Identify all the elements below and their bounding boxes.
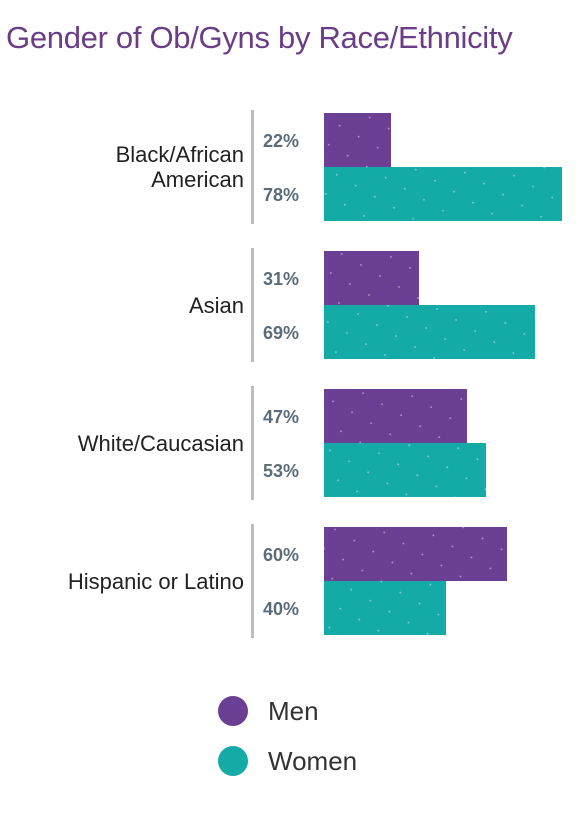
value-label-men-white-caucasian: 47% (263, 407, 299, 427)
category-label-white-caucasian: White/Caucasian (78, 431, 244, 456)
legend: Men Women (218, 686, 357, 786)
bar-texture-women-hispanic-or-latino (324, 581, 446, 635)
value-label-women-asian: 69% (263, 323, 299, 343)
chart-title: Gender of Ob/Gyns by Race/Ethnicity (6, 20, 513, 55)
category-label-black-african-american: Black/African American (116, 142, 244, 192)
bar-texture-women-black-african-american (324, 167, 562, 221)
legend-item-women: Women (218, 736, 357, 786)
legend-label-women: Women (268, 745, 358, 776)
category-label-hispanic-or-latino: Hispanic or Latino (68, 569, 244, 594)
value-label-women-black-african-american: 78% (263, 185, 299, 205)
bar-texture-men-white-caucasian (324, 389, 467, 443)
value-label-women-hispanic-or-latino: 40% (263, 599, 299, 619)
bar-texture-men-hispanic-or-latino (324, 527, 507, 581)
value-label-men-asian: 31% (263, 269, 299, 289)
women-swatch-icon (218, 746, 248, 776)
bar-texture-men-black-african-american (324, 113, 391, 167)
legend-label-men: Men (268, 695, 319, 726)
value-label-men-hispanic-or-latino: 60% (263, 545, 299, 565)
value-label-women-white-caucasian: 53% (263, 461, 299, 481)
bar-texture-men-asian (324, 251, 419, 305)
bar-chart: Black/African American 22% 78% Asian 31% 69% Wh… (68, 110, 562, 638)
category-label-asian: Asian (189, 293, 244, 318)
value-label-men-black-african-american: 22% (263, 131, 299, 151)
bar-texture-women-asian (324, 305, 535, 359)
bar-texture-women-white-caucasian (324, 443, 486, 497)
legend-item-men: Men (218, 686, 357, 736)
men-swatch-icon (218, 696, 248, 726)
